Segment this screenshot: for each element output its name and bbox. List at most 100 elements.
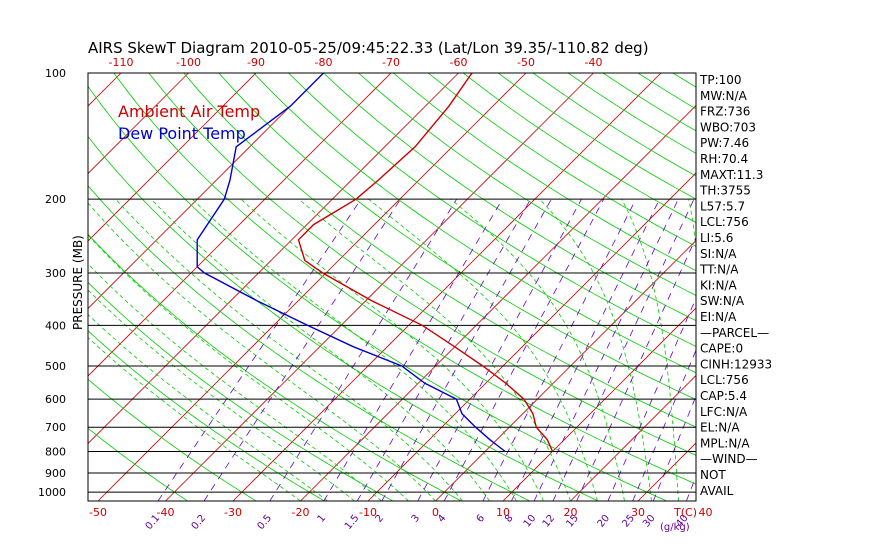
stat-entry: LCL:756 <box>700 215 749 229</box>
isotherm-line <box>435 239 696 501</box>
isotherm-line <box>502 307 696 501</box>
dry-adiabat-line <box>183 73 696 428</box>
mixing-ratio-tick-label: 4 <box>436 513 449 525</box>
mixing-ratio-tick-label: 2 <box>374 513 387 525</box>
moist-adiabat-line <box>88 234 409 501</box>
ambient-temp-line <box>297 73 554 452</box>
isotherm-line <box>0 73 54 501</box>
bottom-unit-label: T(C) <box>673 506 697 519</box>
stat-entry: EI:N/A <box>700 310 737 324</box>
top-temp-tick-label: -40 <box>585 56 603 69</box>
moist-adiabat-line <box>240 198 544 501</box>
top-temp-tick-label: -110 <box>109 56 134 69</box>
isotherm-line <box>841 73 870 501</box>
dry-adiabat-line <box>323 73 696 322</box>
top-temp-tick-label: -50 <box>517 56 535 69</box>
bottom-temp-tick-label: -50 <box>89 506 107 519</box>
pressure-tick-label: 100 <box>45 67 66 80</box>
isotherm-line <box>637 442 696 501</box>
stat-entry: SW:N/A <box>700 294 745 308</box>
isotherm-line <box>88 73 257 242</box>
stat-entry: FRZ:736 <box>700 105 750 119</box>
stat-entry: TT:N/A <box>699 263 739 277</box>
mixing-unit-label: (g/kg) <box>660 522 690 533</box>
pressure-tick-label: 600 <box>45 393 66 406</box>
mixing-ratio-tick-label: 0.5 <box>255 513 274 532</box>
mixing-ratio-line <box>576 236 696 501</box>
isotherm-line <box>88 73 122 107</box>
dry-adiabat-line <box>358 73 696 296</box>
dry-adiabat-line <box>428 73 696 247</box>
stat-entry: LCL:756 <box>700 373 749 387</box>
mixing-ratio-line <box>511 198 660 501</box>
stat-entry: KI:N/A <box>700 278 737 292</box>
isotherm-line <box>300 104 696 501</box>
pressure-tick-label: 200 <box>45 193 66 206</box>
mixing-ratio-tick-label: 6 <box>475 513 488 525</box>
bottom-temp-tick-label: 20 <box>564 506 578 519</box>
mixing-ratio-tick-label: 1 <box>316 513 329 525</box>
isotherm-line <box>97 73 527 501</box>
moist-adiabat-line <box>150 198 490 501</box>
stat-entry: CAPE:0 <box>700 342 743 356</box>
mixing-ratio-line <box>632 349 696 501</box>
bottom-temp-tick-label: 0 <box>432 506 439 519</box>
moist-adiabat-line <box>115 198 463 501</box>
moist-adiabat-line <box>88 263 382 501</box>
moist-adiabat-line <box>88 337 301 501</box>
mixing-ratio-tick-label: 20 <box>596 513 613 530</box>
mixing-ratio-tick-label: 8 <box>503 513 516 525</box>
isotherm-line <box>88 73 392 377</box>
dry-adiabat-line <box>113 73 696 485</box>
moist-adiabat-lines <box>88 198 696 501</box>
moist-adiabat-line <box>450 198 625 501</box>
pressure-tick-label: 700 <box>45 421 66 434</box>
mixing-ratio-line <box>552 198 695 501</box>
dew-point-line <box>196 73 506 453</box>
moist-adiabat-line <box>88 289 355 501</box>
bottom-temp-tick-label: 40 <box>699 506 713 519</box>
moist-adiabat-line <box>192 198 517 501</box>
mixing-ratio-line <box>417 198 582 501</box>
stat-entry: AVAIL <box>700 484 734 498</box>
dry-adiabat-line <box>497 73 696 200</box>
mixing-ratio-line <box>381 198 552 501</box>
stat-entry: TP:100 <box>699 73 742 87</box>
mixing-ratio-line <box>607 297 696 501</box>
mixing-ratio-line <box>356 198 531 501</box>
pressure-tick-label: 400 <box>45 319 66 332</box>
isotherm-line <box>773 73 870 501</box>
dry-adiabat-lines <box>88 73 696 501</box>
mixing-ratio-line <box>323 198 503 501</box>
legend-dew: Dew Point Temp <box>118 124 246 143</box>
mixing-ratio-tick-label: 10 <box>522 513 539 530</box>
pressure-tick-label: 900 <box>45 467 66 480</box>
moist-adiabat-line <box>621 199 679 501</box>
dry-adiabat-line <box>253 73 696 374</box>
mixing-ratio-line <box>533 198 679 501</box>
mixing-ratio-line <box>157 198 362 501</box>
dry-adiabat-line <box>462 73 696 223</box>
top-temp-tick-label: -80 <box>315 56 333 69</box>
stat-entry: RH:70.4 <box>700 152 748 166</box>
isotherm-line <box>88 73 459 445</box>
isotherm-lines <box>0 73 870 501</box>
bottom-temp-tick-label: 10 <box>496 506 510 519</box>
bottom-temp-tick-label: -30 <box>224 506 242 519</box>
dry-adiabat-line <box>637 73 696 110</box>
moist-adiabat-line <box>368 198 598 501</box>
isotherm-line <box>570 374 696 501</box>
mixing-ratio-line <box>652 395 696 501</box>
isotherm-line <box>88 73 324 310</box>
dry-adiabat-line <box>88 281 394 501</box>
stat-entry: LI:5.6 <box>700 231 733 245</box>
stat-entry: —WIND— <box>700 452 758 466</box>
dry-adiabat-line <box>393 73 696 272</box>
stat-entry: MPL:N/A <box>700 436 750 450</box>
bottom-temp-tick-label: 30 <box>631 506 645 519</box>
dry-adiabat-line <box>88 330 325 501</box>
dry-adiabat-line <box>88 85 667 501</box>
stat-entry: TH:3755 <box>699 184 751 198</box>
